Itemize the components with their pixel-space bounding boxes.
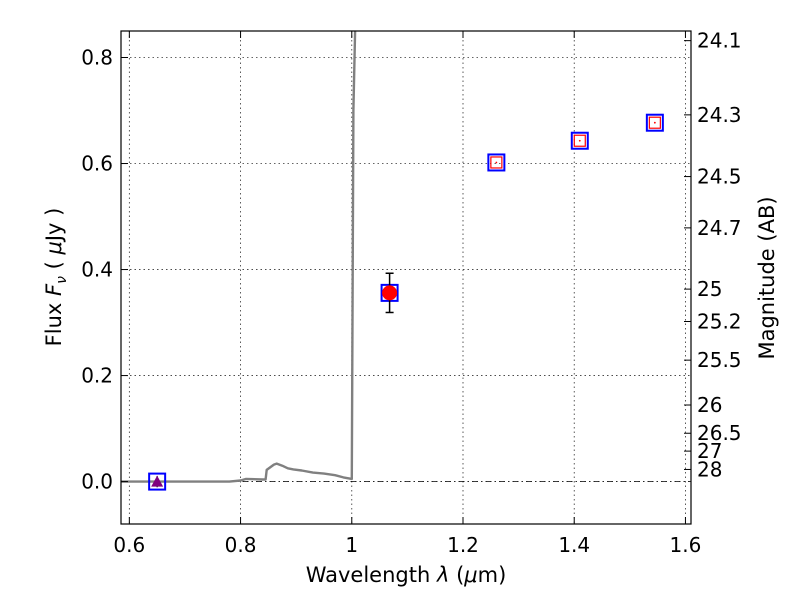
observed-limit-dot xyxy=(578,139,581,142)
y2-tick-label: 24.7 xyxy=(697,216,742,240)
model-photometry-square xyxy=(487,153,506,172)
y2-axis-label: Magnitude (AB) xyxy=(755,196,779,359)
y-tick-label: 0.6 xyxy=(81,152,113,176)
y-axis-label-text: Flux xyxy=(42,296,66,346)
y2-tick-label: 27 xyxy=(697,439,722,463)
model-photometry-square xyxy=(570,131,589,150)
observed-limit-dot xyxy=(495,161,498,164)
grid xyxy=(121,31,691,524)
x-axis-unit-end: m) xyxy=(478,563,507,587)
plot-frame xyxy=(120,30,692,525)
x-tick-label: 0.6 xyxy=(113,533,145,557)
y-axis-f: F xyxy=(42,283,66,296)
y2-tick-label: 25 xyxy=(697,277,722,301)
model-spectrum-layer xyxy=(121,30,357,483)
observed-limit-dot xyxy=(653,121,656,124)
x-axis-mu: μ xyxy=(463,563,477,587)
y-tick-label: 0.4 xyxy=(81,258,113,282)
y-tick-label: 0.2 xyxy=(81,364,113,388)
x-axis-lambda: λ xyxy=(436,563,449,587)
y-axis-unit-open: ( xyxy=(42,255,66,277)
x-tick-label: 1 xyxy=(345,533,358,557)
detection-point xyxy=(382,285,398,301)
model-photometry-square xyxy=(645,113,664,132)
x-axis-label-text: Wavelength xyxy=(306,563,437,587)
model-spectrum-line xyxy=(121,30,357,483)
y2-tick-label: 25.5 xyxy=(697,348,742,372)
y-axis-nu: ν xyxy=(54,276,70,284)
y2-tick-label: 24.1 xyxy=(697,29,742,53)
y2-tick-label: 26 xyxy=(697,393,722,417)
x-tick-label: 1.4 xyxy=(558,533,590,557)
nondetection-triangle xyxy=(151,475,164,487)
x-axis-label: Wavelength λ (μm) xyxy=(306,563,507,587)
x-tick-label: 1.6 xyxy=(670,533,702,557)
model-photometry-square xyxy=(148,472,167,491)
y2-tick-label: 28 xyxy=(697,457,722,481)
data-points-layer xyxy=(148,113,664,491)
y2-tick-label: 26.5 xyxy=(697,421,742,445)
y-tick-label: 0.8 xyxy=(81,46,113,70)
ticks-layer: 0.6 0.8 1 1.2 1.4 1.6 0.0 0.2 0.4 0.6 0.8 24.1 24.3 2… xyxy=(81,29,741,557)
observed-limit-square xyxy=(648,116,661,129)
observed-limit-square xyxy=(490,156,503,169)
x-tick-label: 0.8 xyxy=(225,533,257,557)
y-tick-label: 0.0 xyxy=(81,470,113,494)
y2-tick-label: 24.3 xyxy=(697,103,742,127)
y-axis-mu: μ xyxy=(42,241,66,255)
x-tick-label: 1.2 xyxy=(447,533,479,557)
y-axis-label: Flux Fν ( μJy ) xyxy=(42,208,70,347)
y2-tick-label: 25.2 xyxy=(697,309,742,333)
x-axis-unit: ( xyxy=(449,563,464,587)
observed-limit-square xyxy=(573,134,586,147)
y-axis-unit-close: Jy ) xyxy=(42,208,66,244)
y2-tick-label: 24.5 xyxy=(697,165,742,189)
